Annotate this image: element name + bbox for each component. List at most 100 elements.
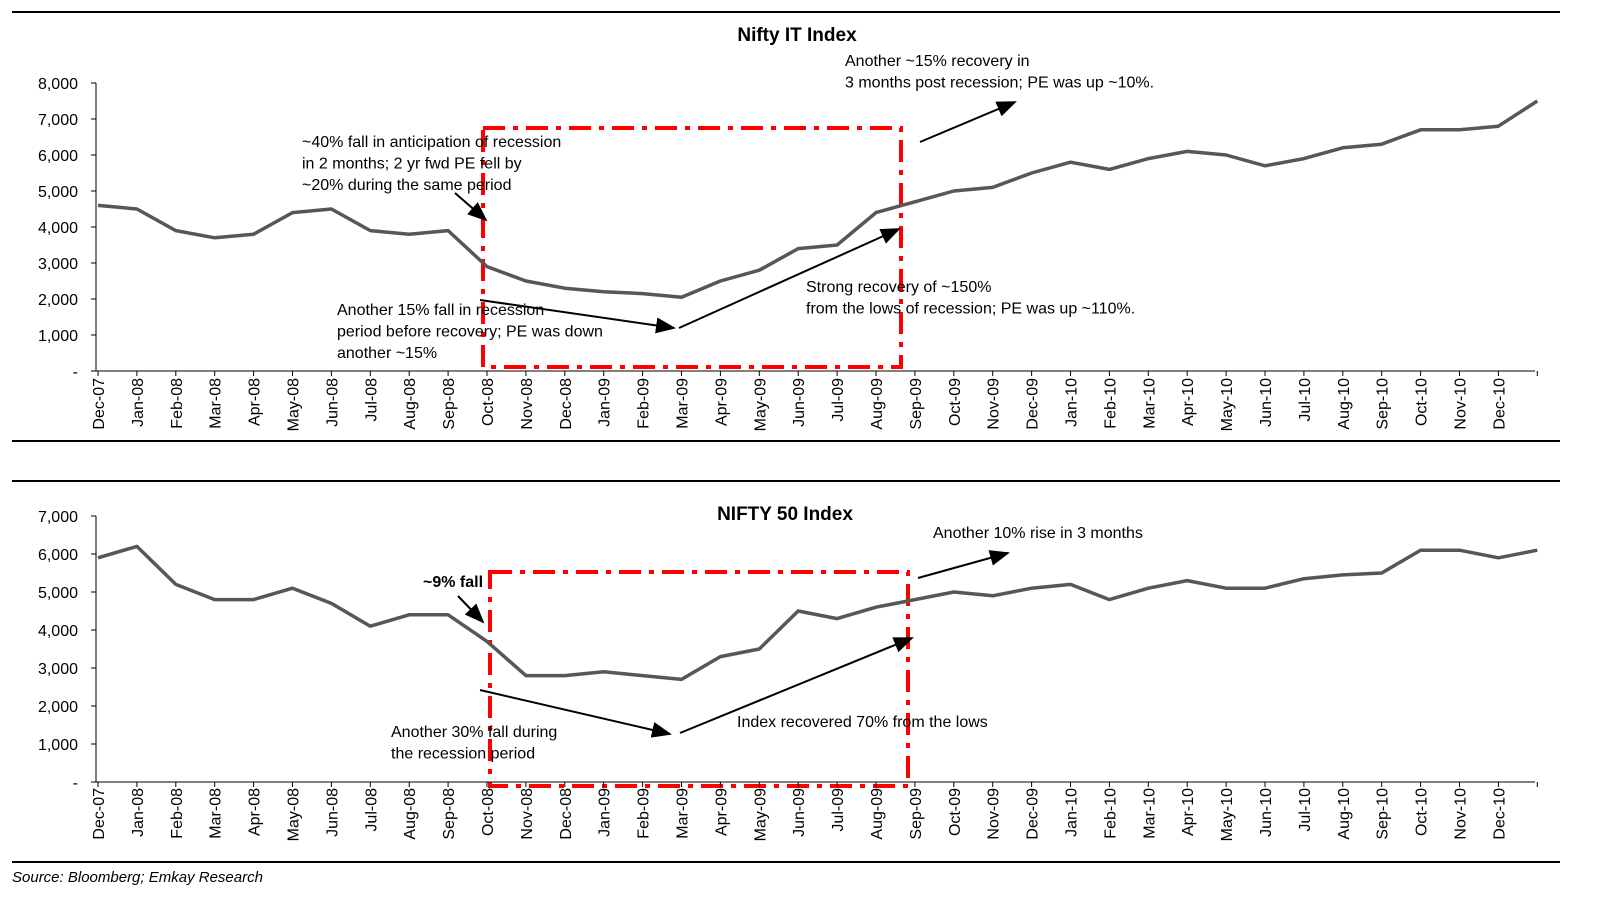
arrow xyxy=(479,299,676,334)
annotation: period before recovery; PE was down xyxy=(337,324,603,341)
x-tick-label: Feb-09 xyxy=(636,378,653,429)
y-tick-label: 1,000 xyxy=(38,328,78,345)
y-tick-label: - xyxy=(73,364,78,381)
x-tick-label: Jan-10 xyxy=(1064,378,1081,427)
annotation: from the lows of recession; PE was up ~1… xyxy=(806,301,1135,318)
annotation: Index recovered 70% from the lows xyxy=(737,714,988,731)
x-tick-label: Nov-08 xyxy=(519,378,536,430)
y-tick-label: 3,000 xyxy=(38,256,78,273)
arrow xyxy=(919,101,1017,143)
x-tick-label: Jun-08 xyxy=(324,788,341,837)
x-tick-label: Aug-08 xyxy=(402,788,419,840)
x-tick-label: Apr-08 xyxy=(247,378,264,426)
x-tick-label: Oct-09 xyxy=(947,378,964,426)
annotation: Another 15% fall in recession xyxy=(337,302,544,319)
x-tick-label: Dec-08 xyxy=(558,378,575,430)
x-tick-label: Jul-10 xyxy=(1297,788,1314,832)
line xyxy=(97,544,1538,682)
x-tick-label: May-10 xyxy=(1219,378,1236,431)
x-tick-label: Apr-09 xyxy=(713,788,730,836)
x-tick-label: Oct-10 xyxy=(1414,788,1431,836)
y-tick-label: 6,000 xyxy=(38,148,78,165)
x-tick-label: Jun-08 xyxy=(324,378,341,427)
x-tick-label: Jan-10 xyxy=(1064,788,1081,837)
source: Source: Bloomberg; Emkay Research xyxy=(12,869,263,886)
recession-box xyxy=(481,126,903,369)
x-tick-label: Jul-09 xyxy=(830,378,847,422)
annotation: in 2 months; 2 yr fwd PE fell by xyxy=(302,156,522,173)
x-tick-label: Mar-09 xyxy=(675,788,692,839)
chart-title: Nifty IT Index xyxy=(737,25,857,46)
x-tick-label: Aug-09 xyxy=(869,788,886,840)
annotation: Another 10% rise in 3 months xyxy=(933,525,1143,542)
x-tick-label: Feb-09 xyxy=(636,788,653,839)
x-tick-label: Apr-10 xyxy=(1180,788,1197,836)
x-tick-label: Oct-08 xyxy=(480,378,497,426)
y-tick-label: 7,000 xyxy=(38,112,78,129)
x-tick-label: Nov-08 xyxy=(519,788,536,840)
x-tick-label: Dec-09 xyxy=(1025,378,1042,430)
chart-title: NIFTY 50 Index xyxy=(717,504,853,525)
x-tick-label: Feb-08 xyxy=(169,378,186,429)
annotation: ~20% during the same period xyxy=(302,177,511,194)
y-tick-label: 4,000 xyxy=(38,220,78,237)
x-tick-label: Sep-10 xyxy=(1375,788,1392,840)
annotation: Strong recovery of ~150% xyxy=(806,279,991,296)
x-tick-label: Jan-09 xyxy=(597,788,614,837)
y-tick-label: 4,000 xyxy=(38,623,78,640)
x-tick-label: Jan-08 xyxy=(130,378,147,427)
x-tick-label: Nov-10 xyxy=(1453,788,1470,840)
x-tick-label: Aug-10 xyxy=(1336,788,1353,840)
x-tick-label: Jan-08 xyxy=(130,788,147,837)
x-tick-label: Jul-10 xyxy=(1297,378,1314,422)
x-tick-label: Jun-09 xyxy=(791,788,808,837)
x-tick-label: May-10 xyxy=(1219,788,1236,841)
x-tick-label: Aug-08 xyxy=(402,378,419,430)
x-tick-label: Aug-10 xyxy=(1336,378,1353,430)
x-tick-label: Feb-10 xyxy=(1102,788,1119,839)
annotation: the recession period xyxy=(391,746,535,763)
x-tick-label: Sep-08 xyxy=(441,378,458,430)
x-tick-label: Sep-08 xyxy=(441,788,458,840)
y-tick-label: 5,000 xyxy=(38,585,78,602)
y-tick-label: - xyxy=(73,775,78,792)
annotation: 3 months post recession; PE was up ~10%. xyxy=(845,75,1154,92)
x-tick-label: Jul-08 xyxy=(363,788,380,832)
x-tick-label: Jun-10 xyxy=(1258,788,1275,837)
x-tick-label: Dec-10 xyxy=(1491,378,1508,430)
annotation: Another 30% fall during xyxy=(391,724,557,741)
x-tick-label: Jul-08 xyxy=(363,378,380,422)
y-tick-label: 2,000 xyxy=(38,699,78,716)
x-tick-label: Jun-10 xyxy=(1258,378,1275,427)
x-tick-label: Aug-09 xyxy=(869,378,886,430)
y-tick-label: 6,000 xyxy=(38,547,78,564)
x-tick-label: Feb-08 xyxy=(169,788,186,839)
x-tick-label: Apr-09 xyxy=(713,378,730,426)
x-tick-label: Mar-10 xyxy=(1141,378,1158,429)
line xyxy=(97,99,1539,299)
x-tick-label: Jul-09 xyxy=(830,788,847,832)
x-tick-label: Nov-09 xyxy=(986,378,1003,430)
x-tick-label: Jan-09 xyxy=(597,378,614,427)
arrow xyxy=(479,689,672,738)
x-tick-label: Oct-08 xyxy=(480,788,497,836)
arrow xyxy=(917,550,1010,579)
x-tick-label: Mar-08 xyxy=(208,788,225,839)
y-tick-label: 8,000 xyxy=(38,76,78,93)
x-tick-label: Mar-10 xyxy=(1141,788,1158,839)
x-tick-label: Dec-10 xyxy=(1491,788,1508,840)
arrow xyxy=(679,637,914,734)
x-tick-label: May-08 xyxy=(286,378,303,431)
arrow xyxy=(457,595,485,624)
y-tick-label: 5,000 xyxy=(38,184,78,201)
x-tick-label: May-08 xyxy=(286,788,303,841)
arrow xyxy=(454,192,488,222)
x-tick-label: Feb-10 xyxy=(1102,378,1119,429)
x-tick-label: Sep-10 xyxy=(1375,378,1392,430)
y-tick-label: 3,000 xyxy=(38,661,78,678)
x-tick-label: May-09 xyxy=(752,378,769,431)
x-tick-label: Mar-09 xyxy=(675,378,692,429)
x-tick-label: Oct-10 xyxy=(1414,378,1431,426)
x-tick-label: Dec-07 xyxy=(91,788,108,840)
